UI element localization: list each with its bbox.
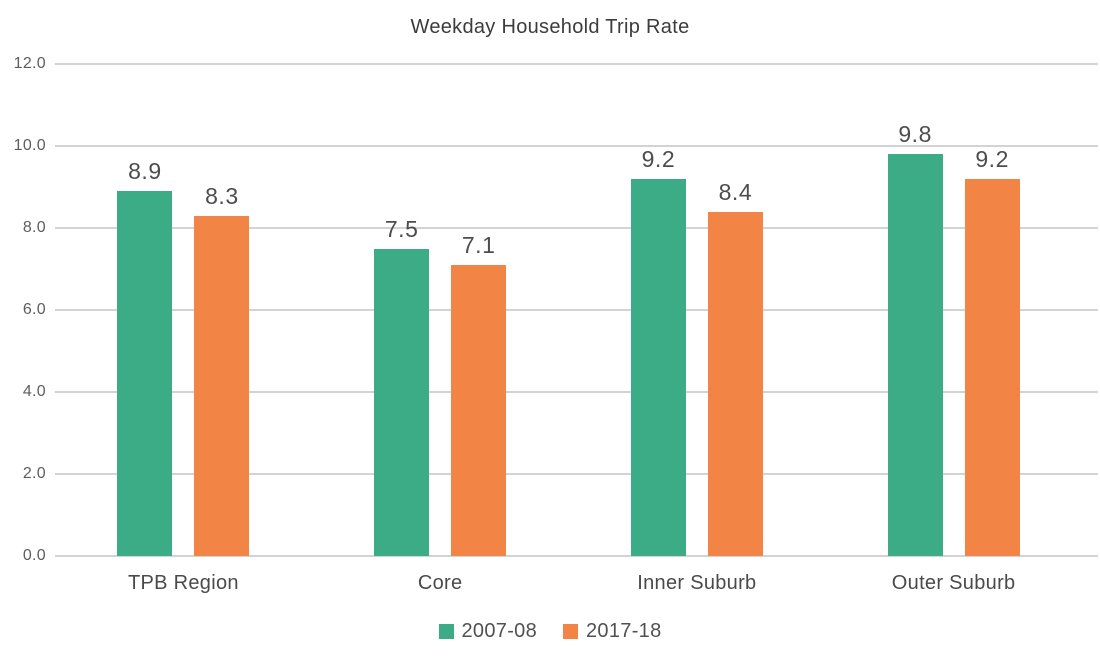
chart-title: Weekday Household Trip Rate	[410, 16, 690, 38]
bar-group: 7.5 7.1	[374, 64, 507, 556]
bar-value-label: 9.2	[975, 145, 1009, 172]
bar-2007-08: 8.9	[117, 158, 173, 556]
bar-group: 9.8 9.2	[887, 64, 1020, 556]
bar-value-label: 8.3	[205, 182, 239, 209]
y-axis-tick-label: 0.0	[22, 547, 46, 564]
bar-group: 9.2 8.4	[630, 64, 763, 556]
x-axis: TPB Region Core Inner Suburb Outer Suburb	[55, 572, 1082, 602]
bar-2017-18: 8.4	[707, 179, 763, 556]
gridline	[55, 473, 1098, 476]
legend-item: 2007-08	[438, 620, 538, 643]
bar-group: 8.9 8.3	[117, 64, 250, 556]
bar-2017-18: 8.3	[194, 183, 250, 556]
bar-value-label: 8.9	[128, 158, 162, 185]
y-axis: 0.0 2.0 4.0 6.0 8.0 10.0 12.0	[0, 55, 46, 564]
legend-swatch	[563, 624, 578, 639]
bar-2007-08: 9.8	[887, 121, 943, 556]
bar-2017-18: 9.2	[964, 146, 1020, 556]
bar-value-label: 7.1	[461, 231, 496, 258]
gridline	[55, 309, 1098, 311]
bar-2007-08: 7.5	[374, 216, 430, 556]
plot-area: 8.9 8.3 7.5 7.1 9.2 8.4 9.8 9.2	[55, 63, 1098, 557]
bar-value-label: 8.4	[718, 178, 753, 205]
legend: 2007-08 2017-18	[0, 620, 1100, 643]
legend-label: 2017-18	[586, 620, 662, 642]
y-axis-tick-label: 12.0	[13, 55, 46, 72]
y-axis-tick-label: 8.0	[22, 219, 46, 236]
x-axis-label: Inner Suburb	[637, 572, 757, 594]
x-axis-label: Core	[417, 572, 463, 594]
bar-value-label: 9.8	[898, 121, 932, 148]
legend-swatch	[438, 624, 454, 639]
bar-value-label: 9.2	[641, 145, 676, 172]
gridline	[55, 145, 1098, 147]
bar-2017-18: 7.1	[451, 232, 507, 556]
gridline	[55, 555, 1098, 557]
x-axis-label: TPB Region	[127, 572, 239, 594]
bar-2007-08: 9.2	[630, 146, 686, 556]
y-axis-tick-label: 2.0	[22, 465, 46, 482]
gridline	[55, 391, 1098, 394]
legend-label: 2007-08	[461, 620, 537, 642]
bar-value-label: 7.5	[384, 215, 419, 242]
gridline	[55, 63, 1098, 65]
x-axis-label: Outer Suburb	[891, 572, 1016, 594]
legend-item: 2017-18	[563, 620, 662, 643]
gridline	[55, 227, 1098, 230]
y-axis-tick-label: 4.0	[22, 383, 46, 400]
y-axis-tick-label: 10.0	[13, 137, 46, 154]
y-axis-tick-label: 6.0	[22, 301, 46, 318]
